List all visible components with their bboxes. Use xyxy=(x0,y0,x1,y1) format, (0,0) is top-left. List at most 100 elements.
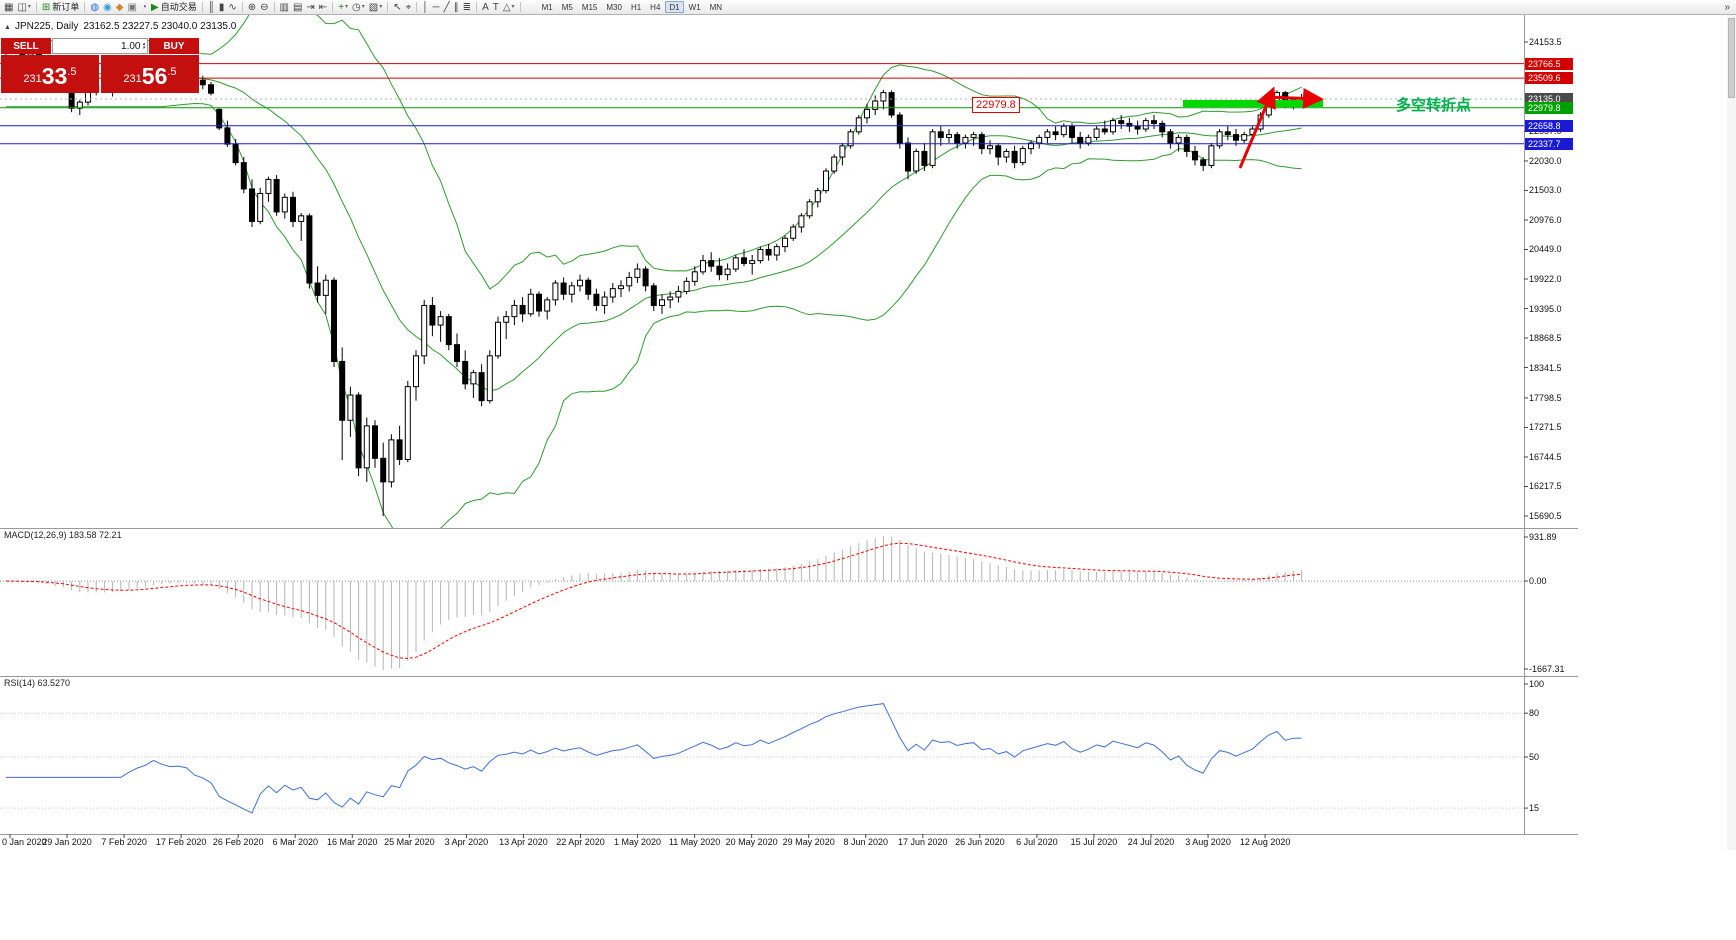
price-line-label-23766.5: 23766.5 xyxy=(1525,57,1573,70)
auto-scroll-icon[interactable]: ⇥ xyxy=(306,1,315,13)
new-order-icon[interactable]: ⊞ 新订单 xyxy=(41,1,80,13)
date-axis-label: 0 Jan 2020 xyxy=(2,837,47,847)
timeframe-h4-button[interactable]: H4 xyxy=(650,3,661,12)
text-label-icon[interactable]: T xyxy=(492,1,499,13)
text-icon[interactable]: A xyxy=(482,1,489,13)
strategy-tester-icon[interactable]: ◔ xyxy=(140,1,147,13)
volume-input[interactable]: 1.00 ▴ ▾ xyxy=(52,38,148,54)
price-axis-label: 21503.0 xyxy=(1529,185,1562,196)
trend-arrow-right[interactable] xyxy=(1265,87,1324,109)
timeframe-group: M1 M5 M15 M30 H1 H4 D1 W1 MN xyxy=(538,1,727,13)
toolbar-separator xyxy=(84,2,86,12)
volume-value: 1.00 xyxy=(121,40,141,52)
terminal-icon[interactable]: ▣ xyxy=(127,1,137,13)
timeframe-h1-button[interactable]: H1 xyxy=(630,3,642,12)
cursor-icon[interactable]: ↖ xyxy=(393,1,402,13)
line-chart-icon[interactable]: ∿ xyxy=(228,1,237,13)
toolbar-separator xyxy=(332,2,334,12)
price-line-label-22337.7: 22337.7 xyxy=(1525,137,1573,150)
new-chart-icon[interactable]: ▦ xyxy=(4,1,14,13)
chart-ohlc-values: 23162.5 23227.5 23040.0 23135.0 xyxy=(83,21,237,32)
templates-icon[interactable]: ▧ ▾ xyxy=(368,1,383,13)
price-axis-label: 19922.0 xyxy=(1529,274,1562,284)
price-axis-label: 17271.5 xyxy=(1529,422,1562,433)
timeframe-d1-button[interactable]: D1 xyxy=(665,1,684,13)
toolbar-separator xyxy=(273,2,275,12)
rsi-axis-label: 15 xyxy=(1529,803,1540,814)
toolbar-overflow-icon[interactable]: » xyxy=(1724,1,1730,13)
price-callout-label[interactable]: 22979.8 xyxy=(972,97,1020,113)
date-axis-label: 29 May 2020 xyxy=(782,837,835,847)
chart-shift-icon[interactable]: ⇤ xyxy=(318,1,328,13)
horizontal-line-icon[interactable]: ─ xyxy=(432,1,440,13)
timeframe-mn-button[interactable]: MN xyxy=(709,3,723,12)
price-axis-label: 18868.5 xyxy=(1529,333,1562,343)
date-axis-label: 6 Jul 2020 xyxy=(1016,837,1058,847)
spinner-up-icon[interactable]: ▴ xyxy=(142,41,145,47)
timeframe-m5-button[interactable]: M5 xyxy=(561,3,573,12)
macd-axis-label: -1667.31 xyxy=(1529,664,1565,674)
scrollbar-thumb[interactable] xyxy=(1728,18,1735,98)
price-axis-label: 24153.5 xyxy=(1529,37,1562,47)
candlestick-series xyxy=(3,43,1305,517)
buy-price-big: 56 xyxy=(141,63,168,89)
market-watch-icon[interactable]: ◍ xyxy=(90,1,100,13)
sell-button[interactable]: SELL xyxy=(1,38,51,54)
date-axis-label: 26 Feb 2020 xyxy=(212,837,264,847)
arrows-icon[interactable]: △ ▾ xyxy=(502,1,515,13)
chart-symbol-period: JPN225, Daily xyxy=(15,21,79,32)
macd-axis-label: 931.89 xyxy=(1529,532,1557,542)
timeframe-w1-button[interactable]: W1 xyxy=(688,3,701,12)
tile-windows-icon[interactable]: ▥ xyxy=(279,1,289,13)
date-axis-label: 29 Jan 2020 xyxy=(42,837,92,847)
sell-price-frac: .5 xyxy=(67,66,77,78)
bar-chart-icon[interactable]: ║ xyxy=(207,1,215,13)
buy-button[interactable]: BUY xyxy=(149,38,199,54)
candle-chart-icon[interactable]: ▮ xyxy=(218,1,225,13)
periods-icon[interactable]: ◷ ▾ xyxy=(352,1,365,13)
date-axis-label: 7 Feb 2020 xyxy=(101,837,147,847)
vertical-line-icon[interactable]: │ xyxy=(422,1,429,13)
support-highlight-bar[interactable] xyxy=(1183,100,1323,107)
date-axis-label: 6 Mar 2020 xyxy=(272,837,319,847)
auto-trading-icon[interactable]: ▶ 自动交易 xyxy=(151,1,197,13)
date-axis-label: 15 Jul 2020 xyxy=(1070,837,1118,847)
date-axis-label: 13 Apr 2020 xyxy=(499,837,548,847)
fibonacci-icon[interactable]: ≣ xyxy=(462,1,472,13)
timeframe-m30-button[interactable]: M30 xyxy=(606,3,622,12)
equidistant-channel-icon[interactable]: ∥ xyxy=(453,1,459,13)
rsi-axis-label: 100 xyxy=(1529,679,1545,689)
vertical-scrollbar[interactable] xyxy=(1727,15,1736,850)
buy-price-prefix: 231 xyxy=(123,73,142,85)
price-axis-label: 20449.0 xyxy=(1529,244,1562,255)
navigator-icon[interactable]: ◆ xyxy=(115,1,124,13)
price-axis-label: 16744.5 xyxy=(1529,451,1562,462)
crosshair-icon[interactable]: ⌖ xyxy=(405,1,412,13)
trend-arrow-up[interactable] xyxy=(1238,86,1276,169)
buy-price-button[interactable]: 231 56.5 xyxy=(101,55,199,93)
indicators-icon[interactable]: + ▾ xyxy=(338,1,349,13)
sell-price-button[interactable]: 231 33.5 xyxy=(1,55,99,93)
timeframe-m15-button[interactable]: M15 xyxy=(581,3,598,12)
one-click-collapse-icon[interactable]: ▲ xyxy=(4,24,11,31)
data-window-icon[interactable]: ◉ xyxy=(103,1,112,13)
profiles-icon[interactable]: ◫ ▾ xyxy=(17,1,31,13)
bollinger-upper-band xyxy=(6,15,1302,290)
price-axis-label: 20976.0 xyxy=(1529,214,1562,225)
price-line-label-22658.8: 22658.8 xyxy=(1525,119,1573,132)
cascade-windows-icon[interactable]: ▤ xyxy=(292,1,303,13)
trendline-icon[interactable]: ╱ xyxy=(443,1,450,13)
price-axis-label: 22030.0 xyxy=(1529,155,1562,166)
timeframe-m1-button[interactable]: M1 xyxy=(541,3,553,12)
chart-title: JPN225, Daily 23162.5 23227.5 23040.0 231… xyxy=(15,21,236,32)
macd-signal-line xyxy=(6,542,1302,660)
date-axis-label: 20 May 2020 xyxy=(725,837,778,847)
zoom-out-icon[interactable]: ⊖ xyxy=(260,1,269,13)
date-axis-label: 3 Apr 2020 xyxy=(444,837,489,847)
volume-spinner[interactable]: ▴ ▾ xyxy=(142,41,145,51)
zoom-in-icon[interactable]: ⊕ xyxy=(247,1,257,13)
price-line-label-23509.6: 23509.6 xyxy=(1525,72,1573,85)
toolbar-separator xyxy=(201,2,203,12)
spinner-down-icon[interactable]: ▾ xyxy=(142,45,145,51)
